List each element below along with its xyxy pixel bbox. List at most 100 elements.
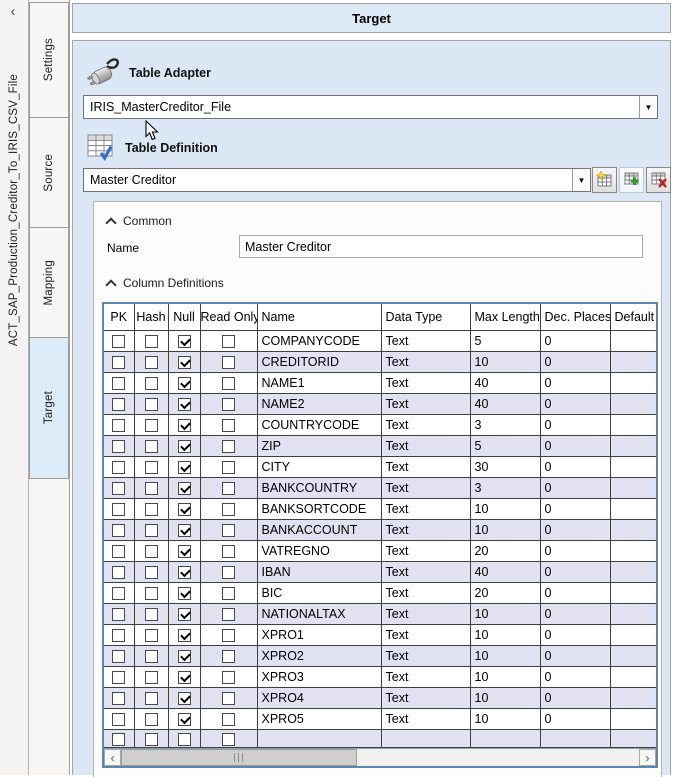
dec-places-cell[interactable]: 0 — [540, 394, 610, 415]
default-cell[interactable] — [610, 394, 656, 415]
pk-checkbox[interactable] — [112, 461, 125, 474]
data-type-cell[interactable]: Text — [381, 583, 470, 604]
data-type-cell[interactable]: Text — [381, 562, 470, 583]
read-only-checkbox[interactable] — [222, 650, 235, 663]
default-cell[interactable] — [610, 646, 656, 667]
null-checkbox[interactable] — [178, 733, 191, 746]
common-section-header[interactable]: Common — [107, 214, 172, 228]
dec-places-cell[interactable]: 0 — [540, 583, 610, 604]
dec-places-cell[interactable]: 0 — [540, 562, 610, 583]
hash-checkbox[interactable] — [145, 545, 158, 558]
pk-checkbox[interactable] — [112, 440, 125, 453]
pk-checkbox[interactable] — [112, 524, 125, 537]
data-type-cell[interactable]: Text — [381, 373, 470, 394]
new-table-definition-button[interactable] — [592, 167, 617, 193]
dropdown-arrow-icon[interactable]: ▼ — [572, 169, 590, 191]
name-cell[interactable]: XPRO4 — [257, 688, 381, 709]
dec-places-cell[interactable]: 0 — [540, 457, 610, 478]
hash-checkbox[interactable] — [145, 482, 158, 495]
null-checkbox[interactable] — [178, 713, 191, 726]
name-cell[interactable]: CITY — [257, 457, 381, 478]
data-type-cell[interactable]: Text — [381, 520, 470, 541]
max-length-cell[interactable]: 40 — [470, 394, 540, 415]
name-cell[interactable]: XPRO1 — [257, 625, 381, 646]
pk-checkbox[interactable] — [112, 545, 125, 558]
max-length-cell[interactable]: 10 — [470, 646, 540, 667]
max-length-cell[interactable]: 20 — [470, 583, 540, 604]
default-cell[interactable] — [610, 520, 656, 541]
table-definition-select[interactable]: Master Creditor ▼ — [83, 168, 591, 192]
data-type-cell[interactable]: Text — [381, 478, 470, 499]
max-length-cell[interactable]: 40 — [470, 562, 540, 583]
name-cell[interactable]: COMPANYCODE — [257, 331, 381, 352]
name-cell[interactable] — [257, 730, 381, 748]
default-cell[interactable] — [610, 688, 656, 709]
col-header-read-only[interactable]: Read Only — [200, 304, 257, 331]
null-checkbox[interactable] — [178, 629, 191, 642]
null-checkbox[interactable] — [178, 524, 191, 537]
name-cell[interactable]: BANKSORTCODE — [257, 499, 381, 520]
dec-places-cell[interactable]: 0 — [540, 646, 610, 667]
name-cell[interactable]: BANKACCOUNT — [257, 520, 381, 541]
tab-settings[interactable]: Settings — [29, 2, 69, 118]
tab-target[interactable]: Target — [29, 337, 69, 479]
read-only-checkbox[interactable] — [222, 482, 235, 495]
collapse-panel-icon[interactable]: ‹ — [4, 2, 22, 20]
scroll-right-icon[interactable]: › — [639, 749, 656, 766]
default-cell[interactable] — [610, 457, 656, 478]
default-cell[interactable] — [610, 415, 656, 436]
null-checkbox[interactable] — [178, 566, 191, 579]
read-only-checkbox[interactable] — [222, 587, 235, 600]
hash-checkbox[interactable] — [145, 650, 158, 663]
dec-places-cell[interactable]: 0 — [540, 499, 610, 520]
data-type-cell[interactable]: Text — [381, 688, 470, 709]
default-cell[interactable] — [610, 478, 656, 499]
name-cell[interactable]: XPRO2 — [257, 646, 381, 667]
read-only-checkbox[interactable] — [222, 356, 235, 369]
null-checkbox[interactable] — [178, 587, 191, 600]
default-cell[interactable] — [610, 625, 656, 646]
dec-places-cell[interactable]: 0 — [540, 709, 610, 730]
scroll-left-icon[interactable]: ‹ — [104, 749, 121, 766]
default-cell[interactable] — [610, 541, 656, 562]
default-cell[interactable] — [610, 583, 656, 604]
data-type-cell[interactable]: Text — [381, 457, 470, 478]
dropdown-arrow-icon[interactable]: ▼ — [639, 96, 657, 118]
max-length-cell[interactable]: 10 — [470, 352, 540, 373]
default-cell[interactable] — [610, 730, 656, 748]
hash-checkbox[interactable] — [145, 692, 158, 705]
max-length-cell[interactable]: 10 — [470, 520, 540, 541]
max-length-cell[interactable]: 10 — [470, 667, 540, 688]
max-length-cell[interactable]: 10 — [470, 709, 540, 730]
default-cell[interactable] — [610, 352, 656, 373]
dec-places-cell[interactable]: 0 — [540, 436, 610, 457]
name-cell[interactable]: NAME1 — [257, 373, 381, 394]
null-checkbox[interactable] — [178, 461, 191, 474]
max-length-cell[interactable]: 10 — [470, 604, 540, 625]
null-checkbox[interactable] — [178, 692, 191, 705]
horizontal-scrollbar[interactable]: ‹ › — [104, 748, 656, 766]
hash-checkbox[interactable] — [145, 608, 158, 621]
hash-checkbox[interactable] — [145, 671, 158, 684]
max-length-cell[interactable]: 30 — [470, 457, 540, 478]
pk-checkbox[interactable] — [112, 650, 125, 663]
col-header-null[interactable]: Null — [168, 304, 200, 331]
data-type-cell[interactable]: Text — [381, 499, 470, 520]
pk-checkbox[interactable] — [112, 629, 125, 642]
hash-checkbox[interactable] — [145, 587, 158, 600]
pk-checkbox[interactable] — [112, 587, 125, 600]
pk-checkbox[interactable] — [112, 356, 125, 369]
hash-checkbox[interactable] — [145, 335, 158, 348]
dec-places-cell[interactable]: 0 — [540, 352, 610, 373]
default-cell[interactable] — [610, 373, 656, 394]
col-header-pk[interactable]: PK — [104, 304, 134, 331]
dec-places-cell[interactable]: 0 — [540, 373, 610, 394]
pk-checkbox[interactable] — [112, 713, 125, 726]
read-only-checkbox[interactable] — [222, 335, 235, 348]
read-only-checkbox[interactable] — [222, 629, 235, 642]
null-checkbox[interactable] — [178, 440, 191, 453]
name-cell[interactable]: CREDITORID — [257, 352, 381, 373]
read-only-checkbox[interactable] — [222, 733, 235, 746]
null-checkbox[interactable] — [178, 356, 191, 369]
pk-checkbox[interactable] — [112, 419, 125, 432]
